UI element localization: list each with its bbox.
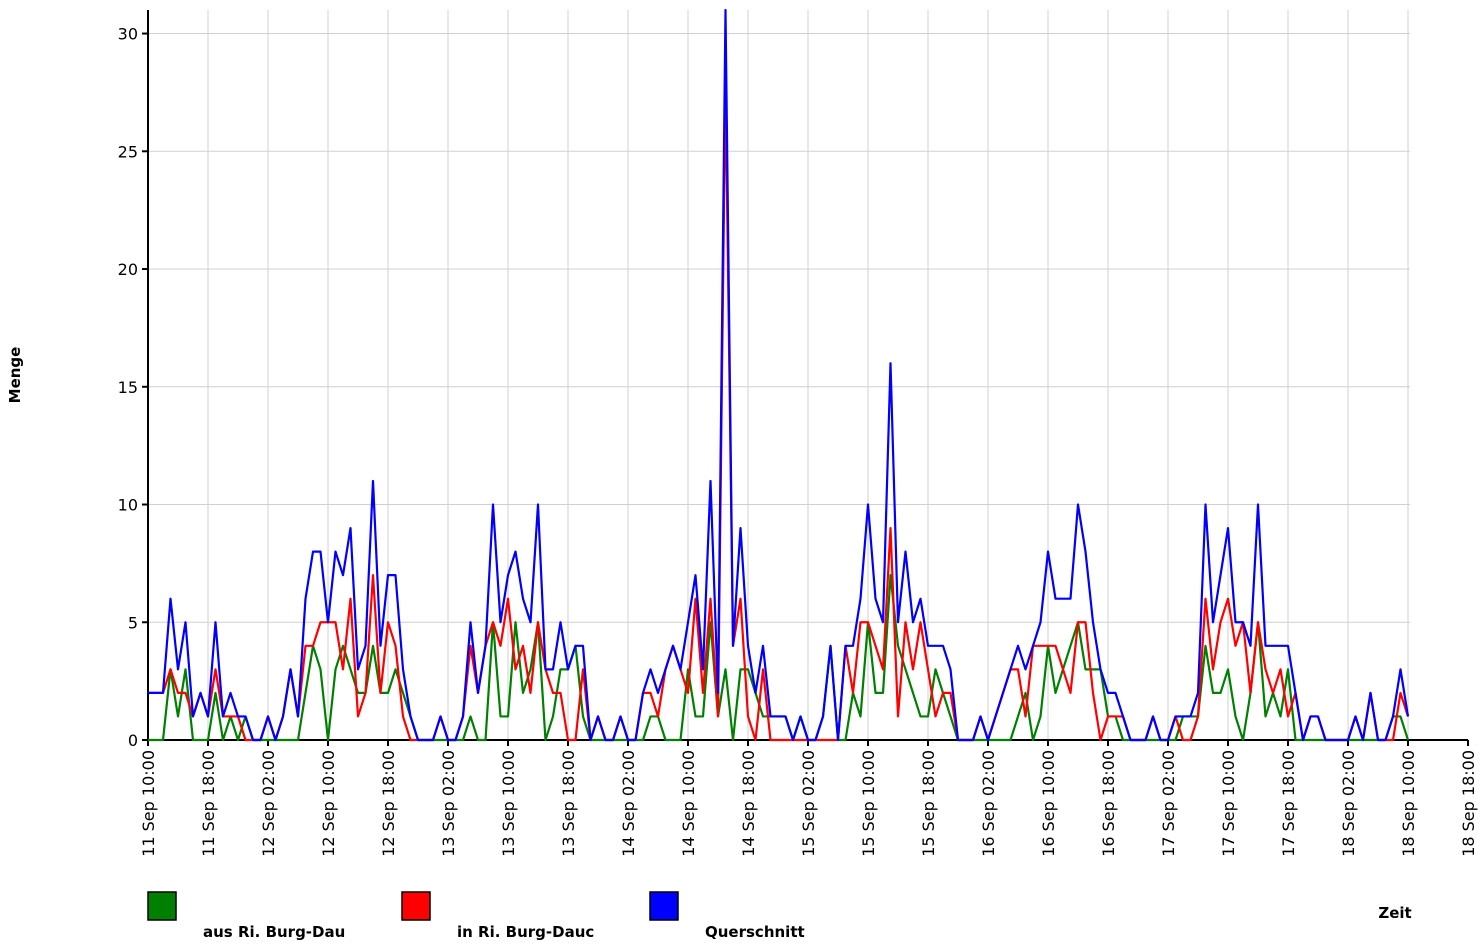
x-tick-label: 12 Sep 18:00 xyxy=(379,750,398,857)
x-tick-label: 16 Sep 18:00 xyxy=(1099,750,1118,857)
series-line xyxy=(148,8,1410,742)
x-tick-label: 17 Sep 10:00 xyxy=(1219,750,1238,857)
y-tick-label: 20 xyxy=(118,260,138,279)
x-axis-title: Zeit xyxy=(1378,904,1411,922)
x-tick-label: 12 Sep 02:00 xyxy=(259,750,278,857)
y-tick-label: 15 xyxy=(118,378,138,397)
x-tick-label: 16 Sep 02:00 xyxy=(979,750,998,857)
x-tick-label: 15 Sep 10:00 xyxy=(859,750,878,857)
y-axis-title: Menge xyxy=(6,347,24,404)
x-tick-label: 15 Sep 18:00 xyxy=(919,750,938,857)
legend-swatch xyxy=(147,891,177,921)
x-tick-label: 16 Sep 10:00 xyxy=(1039,750,1058,857)
x-tick-label: 17 Sep 18:00 xyxy=(1279,750,1298,857)
x-tick-label: 18 Sep 02:00 xyxy=(1339,750,1358,857)
x-tick-label: 11 Sep 10:00 xyxy=(139,750,158,857)
legend-label: Querschnitt xyxy=(705,923,805,941)
y-tick-label: 30 xyxy=(118,25,138,44)
series-line xyxy=(148,574,1410,742)
x-tick-label: 17 Sep 02:00 xyxy=(1159,750,1178,857)
y-tick-label: 25 xyxy=(118,142,138,161)
y-tick-label: 0 xyxy=(128,731,138,750)
y-tick-label: 10 xyxy=(118,496,138,515)
x-tick-label: 18 Sep 18:00 xyxy=(1459,750,1478,857)
x-tick-label: 15 Sep 02:00 xyxy=(799,750,818,857)
x-tick-label: 14 Sep 02:00 xyxy=(619,750,638,857)
x-tick-label: 13 Sep 10:00 xyxy=(499,750,518,857)
x-tick-label: 13 Sep 18:00 xyxy=(559,750,578,857)
legend-label: aus Ri. Burg-Dau xyxy=(203,923,345,941)
legend-label: in Ri. Burg-Dauc xyxy=(457,923,594,941)
x-tick-label: 12 Sep 10:00 xyxy=(319,750,338,857)
x-tick-label: 14 Sep 18:00 xyxy=(739,750,758,857)
y-tick-label: 5 xyxy=(128,613,138,632)
x-tick-label: 13 Sep 02:00 xyxy=(439,750,458,857)
x-tick-label: 18 Sep 10:00 xyxy=(1399,750,1418,857)
legend-swatch xyxy=(401,891,431,921)
legend-swatch xyxy=(649,891,679,921)
x-tick-label: 14 Sep 10:00 xyxy=(679,750,698,857)
series-line xyxy=(148,79,1410,742)
x-tick-label: 11 Sep 18:00 xyxy=(199,750,218,857)
